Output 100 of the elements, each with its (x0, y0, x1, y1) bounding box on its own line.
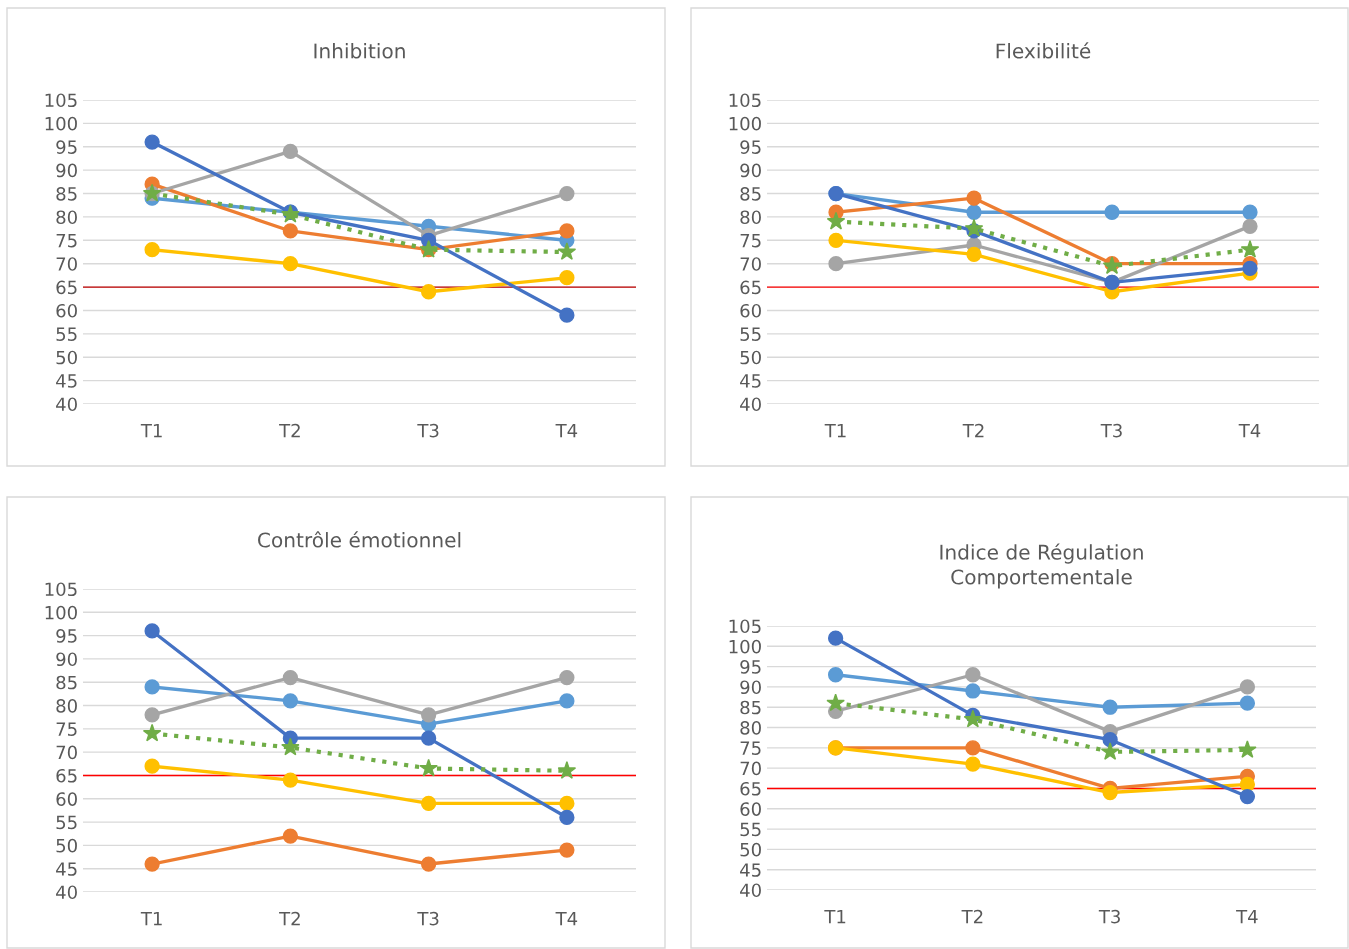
chart-title: Inhibition (314, 43, 405, 59)
point (965, 683, 981, 699)
point (1242, 260, 1258, 277)
point (965, 740, 981, 756)
x-tick-label: T1 (824, 424, 846, 438)
y-tick-label: 95 (56, 629, 77, 643)
y-tick-label: 105 (45, 582, 77, 597)
y-tick-label: 95 (740, 660, 761, 674)
x-tick-label: T1 (140, 424, 162, 438)
chart-title: Contrôle émotionnel (258, 531, 461, 548)
y-tick-label: 80 (740, 721, 761, 735)
point (966, 190, 982, 206)
point (1242, 218, 1258, 234)
y-tick-label: 80 (56, 699, 77, 713)
point (282, 772, 299, 788)
y-tick-label: 105 (729, 93, 761, 108)
y-tick-label: 70 (56, 257, 77, 271)
point (559, 669, 575, 686)
y-tick-label: 90 (740, 163, 761, 178)
point (965, 667, 981, 683)
y-tick-label: 100 (729, 116, 761, 131)
point (559, 270, 575, 286)
y-tick-label: 80 (740, 210, 761, 225)
point (1102, 699, 1118, 715)
y-tick-label: 85 (740, 187, 761, 201)
x-tick-label: T4 (555, 424, 578, 438)
y-tick-label: 40 (740, 397, 761, 412)
point (828, 232, 844, 248)
x-tick-label: T1 (140, 912, 162, 926)
x-tick-label: T3 (417, 911, 439, 926)
y-tick-label: 85 (740, 700, 761, 715)
y-tick-label: 105 (729, 619, 761, 634)
point (965, 756, 981, 772)
point (142, 723, 162, 742)
point (559, 809, 575, 826)
point (420, 707, 437, 723)
x-tick-label: T4 (1238, 424, 1261, 438)
y-tick-label: 50 (56, 350, 77, 365)
y-tick-label: 80 (56, 210, 77, 225)
chart-title: Flexibilité (996, 42, 1091, 59)
y-tick-label: 65 (740, 781, 761, 796)
y-tick-label: 100 (729, 639, 761, 654)
point (828, 256, 844, 272)
point (1104, 204, 1120, 220)
y-tick-label: 75 (56, 234, 77, 248)
x-tick-label: T4 (555, 912, 578, 926)
point (1102, 732, 1118, 748)
y-tick-label: 85 (56, 675, 77, 690)
point (1100, 742, 1120, 760)
point (1239, 695, 1256, 711)
y-tick-label: 100 (45, 116, 77, 131)
y-tick-label: 65 (56, 280, 77, 295)
point (826, 693, 845, 712)
point (420, 856, 437, 872)
point (826, 211, 846, 230)
y-tick-label: 50 (740, 842, 761, 857)
point (420, 730, 437, 746)
y-tick-label: 85 (56, 187, 77, 201)
y-tick-label: 95 (740, 140, 761, 154)
point (559, 795, 575, 812)
point (144, 856, 160, 872)
x-tick-label: T2 (961, 909, 983, 924)
x-tick-label: T4 (1236, 910, 1258, 924)
point (559, 185, 575, 202)
y-tick-label: 65 (740, 280, 761, 295)
y-tick-label: 40 (56, 397, 77, 412)
point (144, 623, 160, 639)
y-tick-label: 40 (740, 883, 761, 898)
y-tick-label: 95 (56, 140, 77, 154)
y-tick-label: 40 (56, 885, 77, 900)
y-tick-label: 90 (56, 652, 77, 667)
y-tick-label: 60 (56, 792, 77, 806)
y-tick-label: 50 (56, 838, 77, 853)
y-tick-label: 75 (56, 722, 77, 736)
x-tick-label: T3 (1098, 909, 1120, 924)
point (420, 795, 437, 812)
point (282, 143, 299, 160)
point (419, 758, 438, 777)
point (144, 758, 160, 774)
y-tick-label: 45 (56, 862, 77, 876)
x-tick-label: T3 (417, 423, 439, 438)
point (1239, 788, 1256, 805)
y-tick-label: 70 (740, 761, 761, 776)
chart-title: Indice de Régulation Comportementale (940, 543, 1143, 589)
point (559, 693, 575, 709)
y-tick-label: 90 (56, 163, 77, 178)
y-tick-label: 75 (740, 234, 761, 248)
y-tick-label: 60 (56, 303, 77, 318)
y-tick-label: 60 (740, 303, 761, 318)
point (282, 669, 299, 686)
point (1242, 204, 1258, 220)
y-tick-label: 55 (740, 327, 761, 341)
y-tick-label: 45 (56, 374, 77, 388)
point (827, 667, 844, 683)
y-tick-label: 55 (740, 822, 761, 837)
point (1239, 679, 1256, 695)
x-tick-label: T2 (279, 423, 300, 438)
point (144, 707, 160, 723)
y-tick-label: 65 (56, 768, 77, 783)
y-tick-label: 55 (56, 327, 77, 341)
